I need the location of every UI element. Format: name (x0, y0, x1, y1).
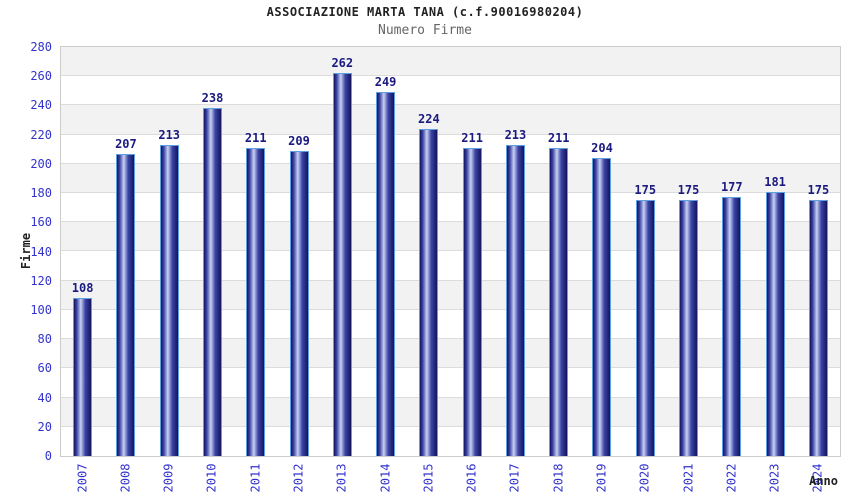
bar-value-label: 211 (547, 130, 570, 145)
bar-value-label: 238 (201, 91, 224, 106)
bar (549, 147, 569, 456)
plot-band (61, 76, 840, 106)
x-tick-label: 2010 (204, 463, 219, 493)
x-tick-label: 2013 (334, 463, 349, 493)
y-tick-label: 80 (37, 332, 52, 347)
y-tick-label: 160 (30, 215, 52, 230)
bar-value-label: 175 (807, 183, 830, 198)
bar (202, 108, 222, 456)
y-tick-label: 100 (30, 302, 52, 317)
y-tick-label: 180 (30, 186, 52, 201)
plot-band (61, 193, 840, 223)
bar-value-label: 262 (331, 56, 354, 71)
plot-band (61, 251, 840, 281)
plot-band (61, 47, 840, 77)
plot-band (61, 222, 840, 252)
plot-band (61, 426, 840, 456)
bar-value-label: 224 (418, 111, 440, 126)
y-tick-label: 260 (30, 69, 52, 84)
bar (679, 200, 699, 456)
plot-band (61, 309, 840, 340)
bar (808, 200, 828, 456)
bar (289, 150, 309, 456)
plot-band (61, 368, 840, 398)
plot-band (61, 163, 840, 194)
bar-value-label: 204 (591, 141, 613, 155)
chart-title: ASSOCIAZIONE MARTA TANA (c.f.90016980204… (266, 5, 584, 19)
x-tick-label: 2009 (161, 463, 176, 493)
x-tick-label: 2008 (118, 463, 133, 493)
y-tick-label: 200 (30, 156, 52, 171)
y-tick-label: 20 (37, 419, 52, 434)
bar (505, 144, 525, 456)
chart-subtitle: Numero Firme (378, 23, 472, 38)
y-tick-label: 40 (37, 390, 52, 405)
y-tick-label: 240 (30, 98, 52, 113)
x-tick-label: 2014 (378, 463, 393, 493)
bar-value-label: 213 (504, 127, 527, 142)
bar-value-label: 175 (634, 183, 657, 198)
x-axis-label: Anno (809, 474, 838, 488)
plot-area: 108 207 213 238 211 209 262 249 224 211 213 211 204 1… (60, 46, 841, 457)
y-tick-label: 140 (30, 244, 52, 259)
y-tick-label: 220 (30, 127, 52, 142)
bar-value-label: 209 (288, 133, 310, 148)
x-tick-label: 2016 (464, 463, 479, 493)
bar-value-label: 177 (720, 180, 743, 195)
y-tick-label: 280 (30, 40, 52, 54)
bar (246, 147, 266, 456)
plot-band (61, 339, 840, 369)
x-tick-label: 2023 (767, 463, 782, 493)
bar-value-label: 211 (244, 130, 267, 145)
bar (376, 92, 396, 456)
x-tick-label: 2018 (551, 463, 566, 493)
x-tick-label: 2022 (724, 463, 739, 493)
x-tick-label: 2021 (681, 463, 696, 493)
bar (592, 158, 612, 456)
y-tick-label: 0 (44, 449, 52, 463)
x-tick-label: 2020 (637, 463, 652, 493)
x-tick-label: 2012 (291, 463, 306, 493)
bar-value-label: 249 (374, 75, 397, 90)
bar-value-label: 175 (677, 183, 700, 198)
bar-value-label: 108 (71, 281, 94, 296)
x-tick-label: 2015 (421, 463, 436, 493)
x-tick-label: 2017 (507, 463, 522, 493)
x-tick-label: 2011 (248, 463, 263, 493)
bar (332, 73, 352, 456)
bar (635, 200, 655, 456)
x-tick-label: 2019 (594, 463, 609, 493)
bar (722, 197, 742, 456)
y-tick-label: 120 (30, 273, 52, 288)
plot-band (61, 134, 840, 164)
y-tick-label: 60 (37, 361, 52, 376)
plot-band (61, 280, 840, 310)
x-tick-label: 2007 (75, 463, 90, 493)
plot-band (61, 105, 840, 135)
bar-value-label: 181 (764, 174, 786, 189)
bar (159, 144, 179, 456)
y-axis-label: Firme (19, 232, 33, 270)
bar (116, 153, 136, 456)
bar-value-label: 211 (461, 130, 483, 145)
bar (765, 191, 785, 456)
bar (73, 298, 93, 456)
bar-value-label: 207 (115, 136, 137, 151)
plot-band (61, 397, 840, 427)
bar (419, 128, 439, 456)
bar (462, 147, 482, 456)
bar-value-label: 213 (158, 127, 181, 142)
